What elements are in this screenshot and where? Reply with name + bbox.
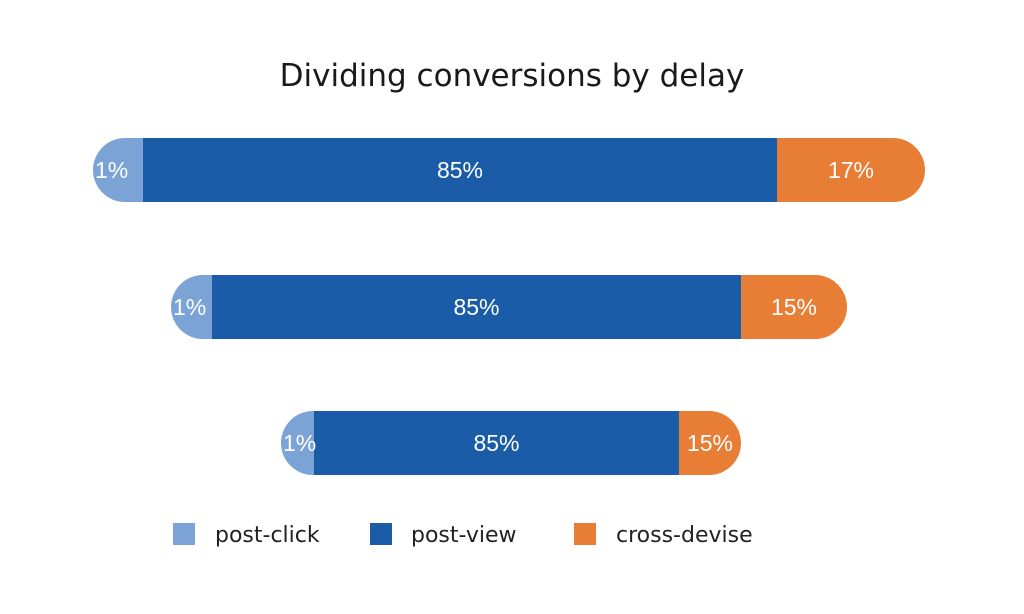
bar-row-2 bbox=[171, 275, 847, 339]
bar-segment-cross-devise-1 bbox=[777, 138, 925, 202]
chart-title: Dividing conversions by delay bbox=[280, 58, 745, 94]
data-label-cross-devise-2: 15% bbox=[771, 294, 817, 320]
bar-segment-post-view-1 bbox=[143, 138, 777, 202]
data-label-post-click-3: 1% bbox=[283, 430, 316, 456]
legend-item-post-view: post-view bbox=[370, 523, 517, 548]
data-label-post-view-1: 85% bbox=[437, 157, 483, 183]
bar-segment-post-click-1 bbox=[93, 138, 143, 202]
bar-row-3 bbox=[281, 411, 741, 475]
data-label-cross-devise-3: 15% bbox=[687, 430, 733, 456]
data-label-post-click-1: 1% bbox=[95, 157, 128, 183]
bar-row-1 bbox=[93, 138, 925, 202]
legend-item-post-click: post-click bbox=[173, 523, 320, 548]
bar-segment-cross-devise-3 bbox=[679, 411, 741, 475]
data-label-post-view-2: 85% bbox=[453, 294, 499, 320]
legend-swatch-post-click bbox=[173, 523, 195, 545]
legend-item-cross-devise: cross-devise bbox=[574, 523, 753, 548]
legend-label-cross-devise: cross-devise bbox=[616, 523, 753, 548]
legend-label-post-view: post-view bbox=[411, 523, 517, 548]
bar-segment-post-view-2 bbox=[212, 275, 741, 339]
legend-label-post-click: post-click bbox=[215, 523, 320, 548]
data-label-post-click-2: 1% bbox=[173, 294, 206, 320]
legend: post-click post-view cross-devise bbox=[173, 523, 753, 548]
legend-swatch-post-view bbox=[370, 523, 392, 545]
data-label-post-view-3: 85% bbox=[473, 430, 519, 456]
legend-swatch-cross-devise bbox=[574, 523, 596, 545]
bars: 1% 85% 17% 1% 85% 15% 1% 85% 15% bbox=[93, 138, 925, 475]
bar-segment-cross-devise-2 bbox=[741, 275, 847, 339]
data-label-cross-devise-1: 17% bbox=[828, 157, 874, 183]
bar-segment-post-view-3 bbox=[314, 411, 679, 475]
